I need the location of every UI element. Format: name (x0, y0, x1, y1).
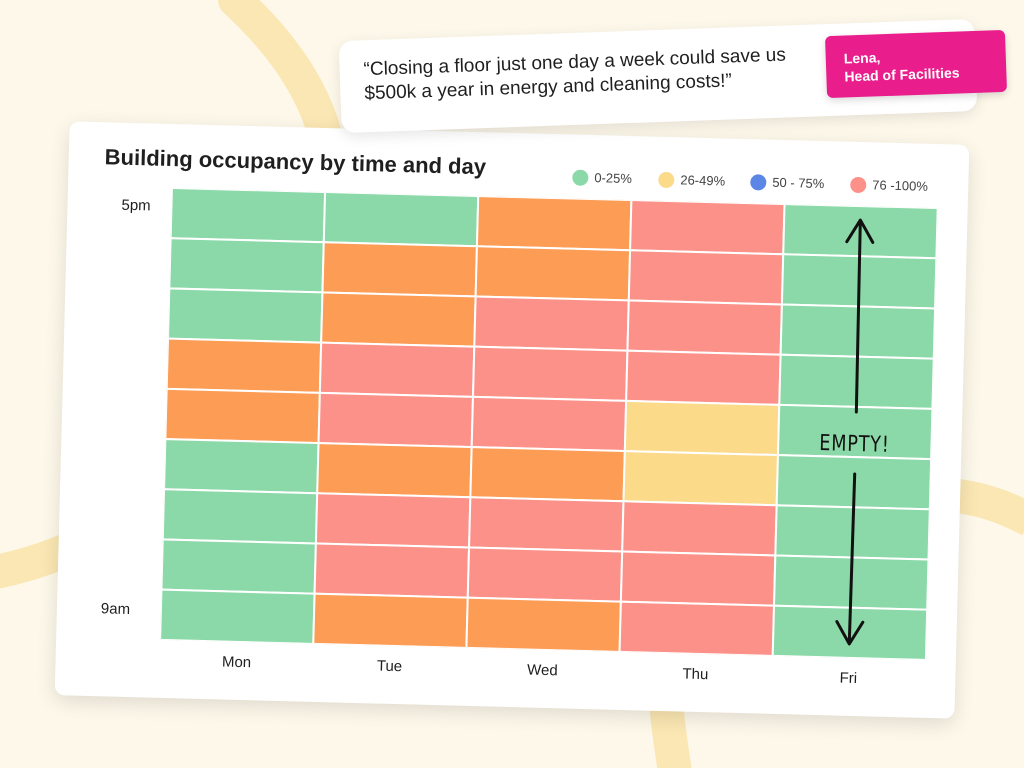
legend-dot (658, 171, 675, 189)
x-label-fri: Fri (839, 669, 858, 688)
legend-dot (750, 174, 767, 191)
heatmap-cell-mon-5 (163, 438, 320, 495)
heatmap-cell-mon-4 (164, 387, 321, 445)
heatmap-cell-wed-1 (474, 245, 632, 302)
x-label-wed: Wed (526, 661, 558, 680)
heatmap-cell-wed-6 (468, 496, 625, 553)
heatmap-cell-tue-0 (322, 191, 480, 248)
heatmap-cell-thu-7 (619, 550, 777, 607)
annotation-arrow (835, 218, 875, 646)
heatmap-cell-tue-3 (318, 341, 476, 398)
heatmap-cell-wed-0 (475, 195, 633, 252)
annotation-label: EMPTY! (819, 431, 890, 458)
heatmap-cell-thu-4 (623, 399, 781, 457)
chart-card: Building occupancy by time and day 0-25%… (54, 121, 970, 719)
heatmap-cell-wed-3 (471, 345, 629, 402)
heatmap-cell-wed-8 (465, 596, 622, 653)
heatmap-cell-thu-8 (618, 600, 776, 657)
legend-label: 76 -100% (872, 177, 929, 194)
heatmap-cell-tue-6 (314, 492, 472, 549)
author-badge: Lena, Head of Facilities (824, 29, 1008, 99)
heatmap-cell-tue-5 (316, 442, 473, 499)
quote-text: “Closing a floor just one day a week cou… (363, 44, 787, 105)
author-role: Head of Facilities (844, 64, 960, 85)
legend-dot (850, 176, 867, 194)
heatmap-cell-thu-5 (622, 450, 779, 507)
heatmap-cell-thu-1 (627, 249, 785, 306)
heatmap-cell-mon-1 (168, 237, 325, 294)
heatmap-cell-mon-7 (160, 538, 317, 595)
arrow-head-down (835, 620, 865, 646)
heatmap-cell-mon-0 (169, 188, 327, 244)
heatmap-cell-wed-4 (470, 395, 628, 453)
heatmap-cell-thu-3 (625, 349, 782, 406)
heatmap-cell-tue-2 (320, 291, 477, 348)
y-label-bottom: 9am (100, 600, 131, 619)
heatmap-cell-tue-7 (313, 542, 471, 599)
heatmap-cell-thu-6 (621, 500, 778, 557)
x-label-tue: Tue (376, 657, 403, 676)
heatmap-cell-thu-0 (629, 199, 786, 256)
heatmap-cell-tue-1 (321, 241, 478, 298)
heatmap-cell-wed-7 (466, 546, 624, 603)
heatmap-cell-mon-6 (161, 488, 319, 545)
x-label-thu: Thu (682, 665, 709, 684)
arrow-head-up (845, 218, 875, 244)
heatmap-cell-wed-2 (473, 295, 630, 352)
heatmap-cell-mon-8 (160, 588, 316, 645)
heatmap-cell-thu-2 (626, 299, 783, 356)
heatmap-cell-tue-4 (317, 391, 475, 449)
heatmap-cell-tue-8 (312, 592, 469, 649)
legend-dot (572, 169, 589, 186)
author-name: Lena, (843, 49, 881, 67)
y-label-top: 5pm (121, 196, 151, 215)
chart-title: Building occupancy by time and day (104, 144, 487, 180)
legend-label: 0-25% (594, 170, 633, 187)
arrow-shaft-upper (854, 220, 862, 414)
x-label-mon: Mon (221, 653, 252, 672)
arrow-shaft-lower (847, 472, 857, 644)
heatmap-cell-mon-2 (166, 287, 324, 344)
heatmap-cell-mon-3 (165, 337, 323, 394)
heatmap-cell-wed-5 (469, 446, 626, 503)
legend-label: 26-49% (680, 172, 726, 189)
legend-label: 50 - 75% (772, 174, 825, 192)
